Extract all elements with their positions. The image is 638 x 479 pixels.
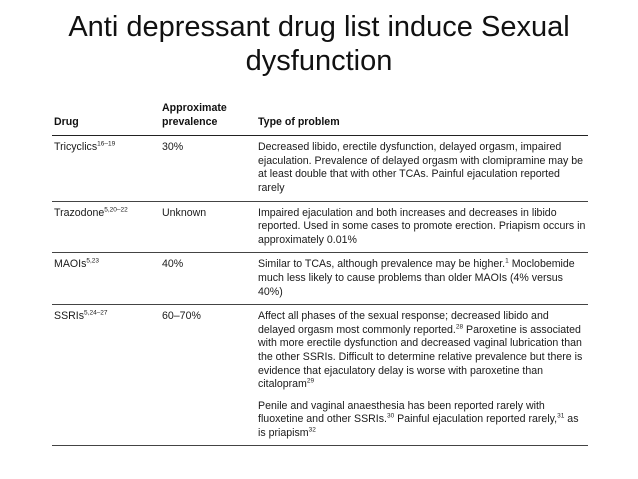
cell-drug: SSRIs5,24–27	[52, 305, 160, 446]
problem-ref: 28	[455, 323, 464, 331]
table-row: SSRIs5,24–27 60–70% Affect all phases of…	[52, 305, 588, 446]
table-row: Trazodone5,20–22 Unknown Impaired ejacul…	[52, 201, 588, 253]
cell-prevalence: Unknown	[162, 206, 207, 219]
header-prevalence-line-1: Approximate	[162, 102, 227, 114]
problem-paragraph-2: Penile and vaginal anaesthesia has been …	[258, 400, 586, 441]
drug-name: MAOIs	[54, 258, 87, 271]
problem-text: Similar to TCAs, although prevalence may…	[258, 258, 506, 271]
drug-ref: 5,20–22	[104, 206, 128, 214]
cell-prevalence: 40%	[162, 258, 184, 271]
table-row: Tricyclics16–19 30% Decreased libido, er…	[52, 136, 588, 202]
header-prevalence-line-2: prevalence	[162, 115, 218, 128]
table-body: Tricyclics16–19 30% Decreased libido, er…	[52, 136, 588, 446]
cell-drug: MAOIs5,23	[52, 253, 160, 305]
problem-ref: 32	[308, 426, 316, 434]
problem-text: as is priapism	[258, 413, 579, 439]
slide-title-line-2: dysfunction	[245, 45, 393, 77]
drug-ref: 5,23	[86, 257, 100, 265]
problem-text: Paroxetine is associated with more erect…	[258, 323, 583, 391]
problem-ref: 1	[505, 257, 509, 265]
problem-ref: 29	[306, 377, 315, 385]
problem-text: Painful ejaculation reported rarely,	[394, 413, 558, 426]
cell-problem: Affect all phases of the sexual response…	[256, 305, 588, 446]
problem-text: Moclobemide much less likely to cause pr…	[258, 258, 575, 298]
drug-name: Trazodone	[54, 206, 105, 219]
drug-ref: 5,24–27	[84, 309, 108, 317]
problem-paragraph-1: Affect all phases of the sexual response…	[258, 310, 582, 390]
table-header: Drug Approximate prevalence Type of prob…	[52, 100, 588, 136]
cell-drug: Trazodone5,20–22	[52, 201, 160, 253]
drug-table-container: Drug Approximate prevalence Type of prob…	[52, 100, 588, 446]
cell-problem: Impaired ejaculation and both increases …	[258, 206, 586, 246]
problem-text: Penile and vaginal anaesthesia has been …	[258, 399, 545, 426]
header-row: Drug Approximate prevalence Type of prob…	[52, 100, 588, 136]
cell-problem: Decreased libido, erectile dysfunction, …	[258, 141, 584, 194]
header-drug: Drug	[54, 115, 79, 128]
drug-name: SSRIs	[54, 310, 85, 323]
cell-problem: Similar to TCAs, although prevalence may…	[256, 253, 588, 305]
cell-prevalence: 60–70%	[162, 310, 201, 323]
problem-text: Affect all phases of the sexual response…	[258, 310, 549, 336]
drug-name: Tricyclics	[54, 141, 98, 154]
slide-title: Anti depressant drug list induce Sexual …	[20, 10, 618, 78]
problem-ref: 31	[557, 412, 565, 420]
cell-prevalence: 30%	[162, 141, 184, 154]
problem-ref: 30	[386, 412, 395, 420]
header-problem: Type of problem	[258, 115, 340, 128]
header-prevalence: Approximate prevalence	[160, 100, 256, 136]
slide-title-line-1: Anti depressant drug list induce Sexual	[68, 11, 570, 43]
drug-ref: 16–19	[97, 140, 116, 148]
cell-drug: Tricyclics16–19	[52, 136, 160, 201]
table-row: MAOIs5,23 40% Similar to TCAs, although …	[52, 253, 588, 305]
drug-table: Drug Approximate prevalence Type of prob…	[52, 100, 588, 446]
